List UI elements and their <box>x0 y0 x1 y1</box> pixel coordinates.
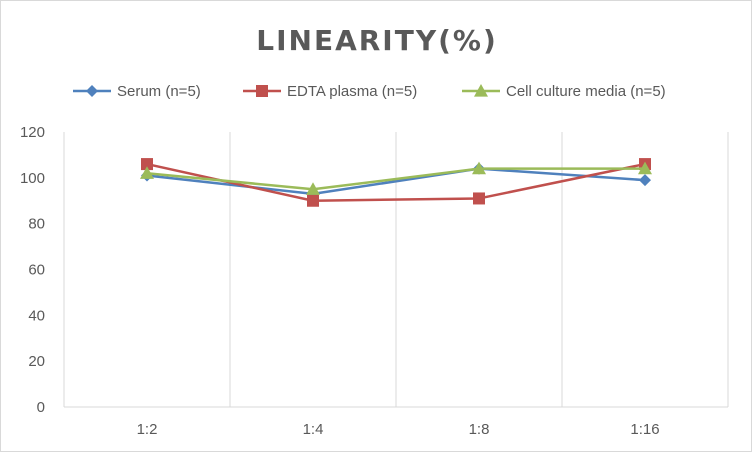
series-line <box>146 167 645 191</box>
x-tick-label: 1:4 <box>303 421 324 438</box>
x-tick-label: 1:16 <box>630 421 659 438</box>
series-line <box>146 167 646 196</box>
y-tick-label: 80 <box>28 216 45 233</box>
gridlines <box>229 132 563 407</box>
data-point <box>638 161 652 175</box>
legend-label: Serum (n=5) <box>117 83 201 100</box>
series-group <box>140 158 652 207</box>
axes: 0 20 40 60 80 100 120 1:2 1:4 1:8 1:16 <box>20 124 729 438</box>
data-point <box>473 192 485 205</box>
chart-title: LINEARITY(%) <box>256 24 498 57</box>
legend-marker <box>256 85 268 97</box>
legend-marker <box>474 84 488 97</box>
data-point <box>639 174 651 187</box>
data-point <box>472 161 486 175</box>
y-tick-label: 100 <box>20 170 45 187</box>
legend-label: Cell culture media (n=5) <box>506 83 666 100</box>
legend: Serum (n=5) EDTA plasma (n=5) Cell culture… <box>73 83 666 100</box>
y-tick-label: 40 <box>28 307 45 324</box>
x-tick-label: 1:2 <box>137 421 158 438</box>
y-tick-label: 120 <box>20 124 45 141</box>
y-tick-label: 20 <box>28 353 45 370</box>
legend-label: EDTA plasma (n=5) <box>287 83 417 100</box>
legend-marker <box>86 85 98 97</box>
data-point <box>140 166 154 179</box>
y-tick-label: 60 <box>28 262 45 279</box>
x-tick-label: 1:8 <box>469 421 490 438</box>
y-tick-label: 0 <box>37 399 45 416</box>
data-point <box>306 182 320 195</box>
series-3 <box>140 161 652 195</box>
data-point <box>141 158 153 171</box>
data-point <box>307 194 319 207</box>
